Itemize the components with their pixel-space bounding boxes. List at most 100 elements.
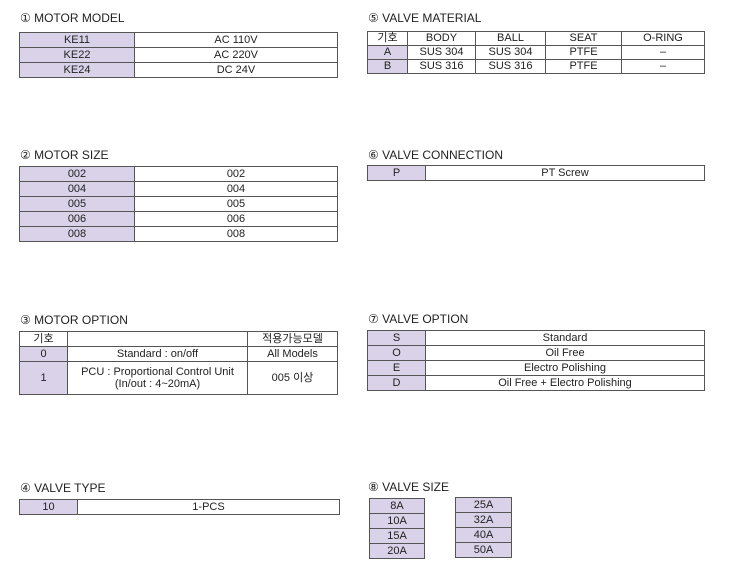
code-cell: E [367, 360, 426, 376]
size-cell: 40A [455, 527, 512, 543]
value-cell: 1-PCS [77, 499, 340, 515]
table-header-row: 기호 BODY BALL SEAT O-RING [367, 31, 705, 46]
value-cell: Oil Free + Electro Polishing [425, 375, 705, 391]
body-cell: SUS 316 [407, 59, 476, 74]
table-row: A SUS 304 SUS 304 PTFE – [367, 45, 705, 60]
seat-cell: PTFE [545, 59, 622, 74]
desc-cell: Standard : on/off [67, 346, 248, 362]
table-row: 002 002 [19, 166, 338, 182]
value-cell: 004 [134, 181, 338, 197]
table-row: 008 008 [19, 226, 338, 242]
valve-type-title: ④ VALVE TYPE [20, 481, 106, 495]
size-cell: 32A [455, 512, 512, 528]
value-cell: 008 [134, 226, 338, 242]
code-cell: 008 [19, 226, 135, 242]
valve-material-title: ⑤ VALVE MATERIAL [368, 11, 482, 25]
table-row: 32A [455, 512, 512, 528]
valve-material-table: 기호 BODY BALL SEAT O-RING A SUS 304 SUS 3… [367, 31, 705, 74]
table-row: E Electro Polishing [367, 360, 705, 376]
column-header-models: 적용가능모델 [247, 331, 338, 347]
table-row: 1 PCU : Proportional Control Unit (In/ou… [19, 361, 338, 395]
code-cell: KE22 [19, 47, 135, 63]
column-header-ball: BALL [475, 31, 546, 46]
table-row: D Oil Free + Electro Polishing [367, 375, 705, 391]
code-cell: KE11 [19, 32, 135, 48]
value-cell: Standard [425, 330, 705, 346]
table-row: 004 004 [19, 181, 338, 197]
code-cell: D [367, 375, 426, 391]
size-cell: 25A [455, 497, 512, 513]
value-cell: 006 [134, 211, 338, 227]
motor-size-title: ② MOTOR SIZE [20, 148, 109, 162]
motor-option-title: ③ MOTOR OPTION [20, 313, 128, 327]
motor-model-title: ① MOTOR MODEL [20, 11, 125, 25]
valve-option-table: S Standard O Oil Free E Electro Polishin… [367, 330, 705, 391]
motor-size-table: 002 002 004 004 005 005 006 006 008 008 [19, 166, 338, 242]
table-row: 10 1-PCS [19, 499, 340, 515]
models-cell: 005 이상 [247, 361, 338, 395]
value-cell: DC 24V [134, 62, 338, 78]
motor-model-table: KE11 AC 110V KE22 AC 220V KE24 DC 24V [19, 32, 338, 78]
seat-cell: PTFE [545, 45, 622, 60]
column-header-oring: O-RING [621, 31, 705, 46]
body-cell: SUS 304 [407, 45, 476, 60]
column-header-code: 기호 [367, 31, 408, 46]
table-row: 10A [369, 513, 425, 529]
table-row: 15A [369, 528, 425, 544]
table-row: O Oil Free [367, 345, 705, 361]
size-cell: 50A [455, 542, 512, 558]
table-row: 0 Standard : on/off All Models [19, 346, 338, 362]
code-cell: B [367, 59, 408, 74]
table-row: KE22 AC 220V [19, 47, 338, 63]
column-header-code: 기호 [19, 331, 68, 347]
column-header-seat: SEAT [545, 31, 622, 46]
column-header-body: BODY [407, 31, 476, 46]
value-cell: Electro Polishing [425, 360, 705, 376]
valve-size-table-left: 8A 10A 15A 20A [369, 498, 425, 559]
ball-cell: SUS 316 [475, 59, 546, 74]
models-cell: All Models [247, 346, 338, 362]
size-cell: 8A [369, 498, 425, 514]
size-cell: 15A [369, 528, 425, 544]
valve-size-title: ⑧ VALVE SIZE [368, 480, 450, 494]
value-cell: AC 220V [134, 47, 338, 63]
code-cell: 10 [19, 499, 78, 515]
value-cell: 002 [134, 166, 338, 182]
table-row: KE24 DC 24V [19, 62, 338, 78]
table-row: 20A [369, 543, 425, 559]
code-cell: 006 [19, 211, 135, 227]
code-cell: 002 [19, 166, 135, 182]
code-cell: 004 [19, 181, 135, 197]
oring-cell: – [621, 59, 705, 74]
table-row: 8A [369, 498, 425, 514]
code-cell: 005 [19, 196, 135, 212]
table-row: 25A [455, 497, 512, 513]
valve-connection-table: P PT Screw [367, 165, 705, 181]
column-header-desc [67, 331, 248, 347]
table-row: 50A [455, 542, 512, 558]
code-cell: KE24 [19, 62, 135, 78]
size-cell: 10A [369, 513, 425, 529]
valve-connection-title: ⑥ VALVE CONNECTION [368, 148, 503, 162]
valve-type-table: 10 1-PCS [19, 499, 340, 515]
valve-option-title: ⑦ VALVE OPTION [368, 312, 469, 326]
value-cell: AC 110V [134, 32, 338, 48]
table-header-row: 기호 적용가능모델 [19, 331, 338, 347]
ball-cell: SUS 304 [475, 45, 546, 60]
table-row: 006 006 [19, 211, 338, 227]
code-cell: S [367, 330, 426, 346]
code-cell: P [367, 165, 426, 181]
value-cell: PT Screw [425, 165, 705, 181]
table-row: S Standard [367, 330, 705, 346]
desc-cell: PCU : Proportional Control Unit (In/out … [67, 361, 248, 395]
valve-size-table-right: 25A 32A 40A 50A [455, 497, 512, 558]
table-row: B SUS 316 SUS 316 PTFE – [367, 59, 705, 74]
size-cell: 20A [369, 543, 425, 559]
oring-cell: – [621, 45, 705, 60]
value-cell: Oil Free [425, 345, 705, 361]
motor-option-table: 기호 적용가능모델 0 Standard : on/off All Models… [19, 331, 338, 395]
code-cell: 1 [19, 361, 68, 395]
code-cell: 0 [19, 346, 68, 362]
table-row: P PT Screw [367, 165, 705, 181]
value-cell: 005 [134, 196, 338, 212]
